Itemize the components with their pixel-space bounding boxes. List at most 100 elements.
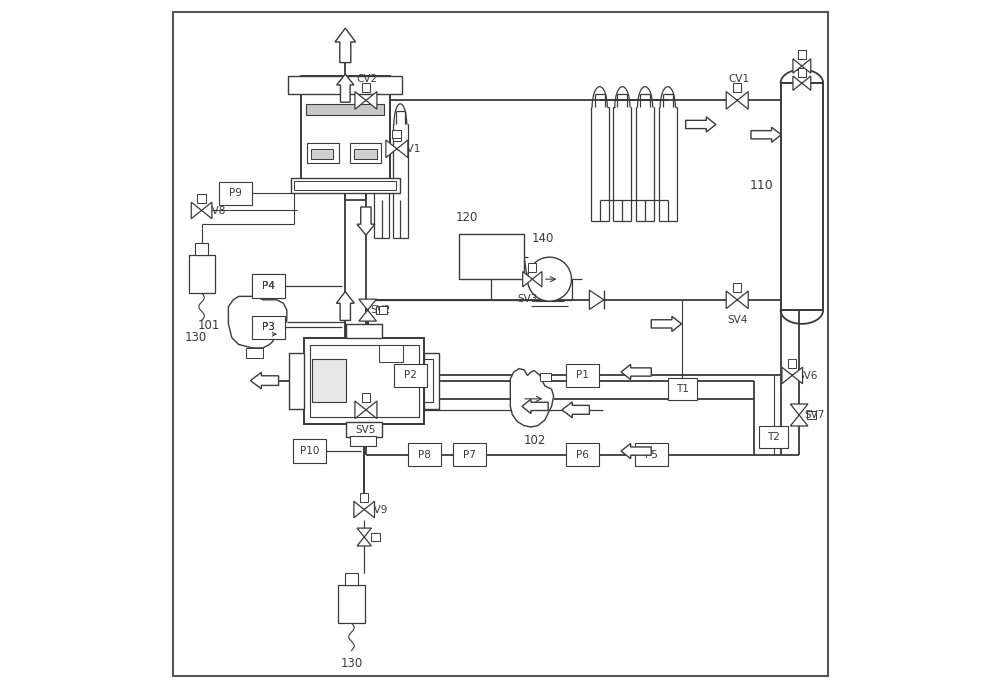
Circle shape: [528, 257, 572, 301]
Bar: [376, 306, 385, 314]
Text: 130: 130: [340, 657, 363, 670]
Polygon shape: [191, 202, 202, 218]
Bar: [798, 50, 806, 59]
Polygon shape: [562, 402, 589, 418]
Bar: [371, 533, 380, 541]
Text: P3: P3: [262, 322, 275, 332]
Text: T2: T2: [767, 432, 780, 442]
Text: 140: 140: [531, 232, 554, 245]
Bar: [540, 373, 551, 381]
Text: P10: P10: [300, 446, 319, 456]
Text: CV2: CV2: [357, 74, 378, 84]
Bar: [788, 359, 796, 368]
Bar: [733, 282, 741, 291]
Polygon shape: [366, 92, 377, 109]
Bar: [528, 263, 536, 272]
Polygon shape: [790, 415, 808, 426]
Polygon shape: [523, 271, 532, 287]
Bar: [668, 378, 697, 400]
Bar: [392, 130, 401, 138]
Polygon shape: [366, 401, 377, 419]
Text: P3: P3: [262, 322, 275, 332]
Polygon shape: [357, 528, 371, 537]
Polygon shape: [355, 92, 366, 109]
Text: 102: 102: [523, 434, 546, 447]
Polygon shape: [802, 59, 811, 73]
Polygon shape: [802, 76, 811, 90]
Bar: [635, 443, 668, 466]
Bar: [346, 324, 382, 338]
Polygon shape: [359, 310, 376, 321]
Text: CV1: CV1: [728, 74, 749, 84]
Text: SV6: SV6: [798, 371, 818, 381]
Text: 101: 101: [198, 320, 220, 332]
Text: SV4: SV4: [727, 315, 747, 325]
Polygon shape: [364, 502, 375, 517]
Bar: [781, 83, 823, 310]
Bar: [197, 194, 206, 203]
Bar: [408, 443, 441, 466]
Bar: [288, 76, 402, 94]
Text: P4: P4: [262, 281, 275, 291]
Bar: [311, 149, 333, 159]
Polygon shape: [726, 291, 737, 309]
Text: 130: 130: [185, 331, 207, 344]
Bar: [362, 83, 370, 92]
Bar: [338, 585, 365, 623]
Polygon shape: [522, 399, 548, 413]
Polygon shape: [354, 502, 364, 517]
Bar: [294, 181, 396, 190]
Bar: [807, 411, 816, 419]
Bar: [566, 364, 599, 387]
Text: P5: P5: [645, 449, 658, 460]
Text: P7: P7: [463, 449, 475, 460]
Bar: [459, 234, 524, 279]
Bar: [350, 143, 381, 163]
Text: P6: P6: [576, 449, 589, 460]
Text: P8: P8: [418, 449, 431, 460]
Polygon shape: [336, 291, 354, 320]
Bar: [350, 436, 376, 446]
Polygon shape: [397, 140, 408, 158]
Bar: [424, 359, 433, 402]
Polygon shape: [751, 127, 781, 143]
Bar: [362, 393, 370, 402]
Polygon shape: [335, 28, 356, 63]
Polygon shape: [355, 401, 366, 419]
Text: SV7: SV7: [805, 410, 825, 420]
Text: SV2: SV2: [370, 305, 391, 315]
Polygon shape: [337, 74, 354, 102]
Bar: [252, 316, 285, 339]
Bar: [310, 344, 419, 417]
Polygon shape: [357, 207, 375, 235]
Bar: [798, 68, 806, 76]
Text: 110: 110: [750, 179, 774, 192]
Polygon shape: [589, 290, 604, 309]
Polygon shape: [621, 364, 651, 380]
Bar: [379, 344, 403, 362]
Bar: [293, 440, 326, 463]
Polygon shape: [228, 296, 287, 348]
Bar: [307, 143, 339, 163]
Bar: [195, 243, 208, 255]
Polygon shape: [790, 404, 808, 415]
Polygon shape: [510, 369, 554, 427]
Bar: [394, 364, 427, 387]
Bar: [246, 348, 263, 358]
Text: SV3: SV3: [517, 294, 538, 305]
Text: P4: P4: [262, 281, 275, 291]
Bar: [252, 274, 285, 298]
Bar: [301, 76, 390, 193]
Polygon shape: [202, 202, 212, 218]
Polygon shape: [250, 372, 279, 389]
Bar: [759, 426, 788, 449]
Bar: [354, 149, 377, 159]
Polygon shape: [792, 367, 803, 384]
Polygon shape: [651, 316, 682, 331]
Polygon shape: [793, 59, 802, 73]
Text: T1: T1: [676, 384, 689, 394]
Bar: [291, 178, 400, 193]
Bar: [733, 83, 741, 92]
Polygon shape: [359, 299, 376, 310]
Bar: [304, 338, 424, 424]
